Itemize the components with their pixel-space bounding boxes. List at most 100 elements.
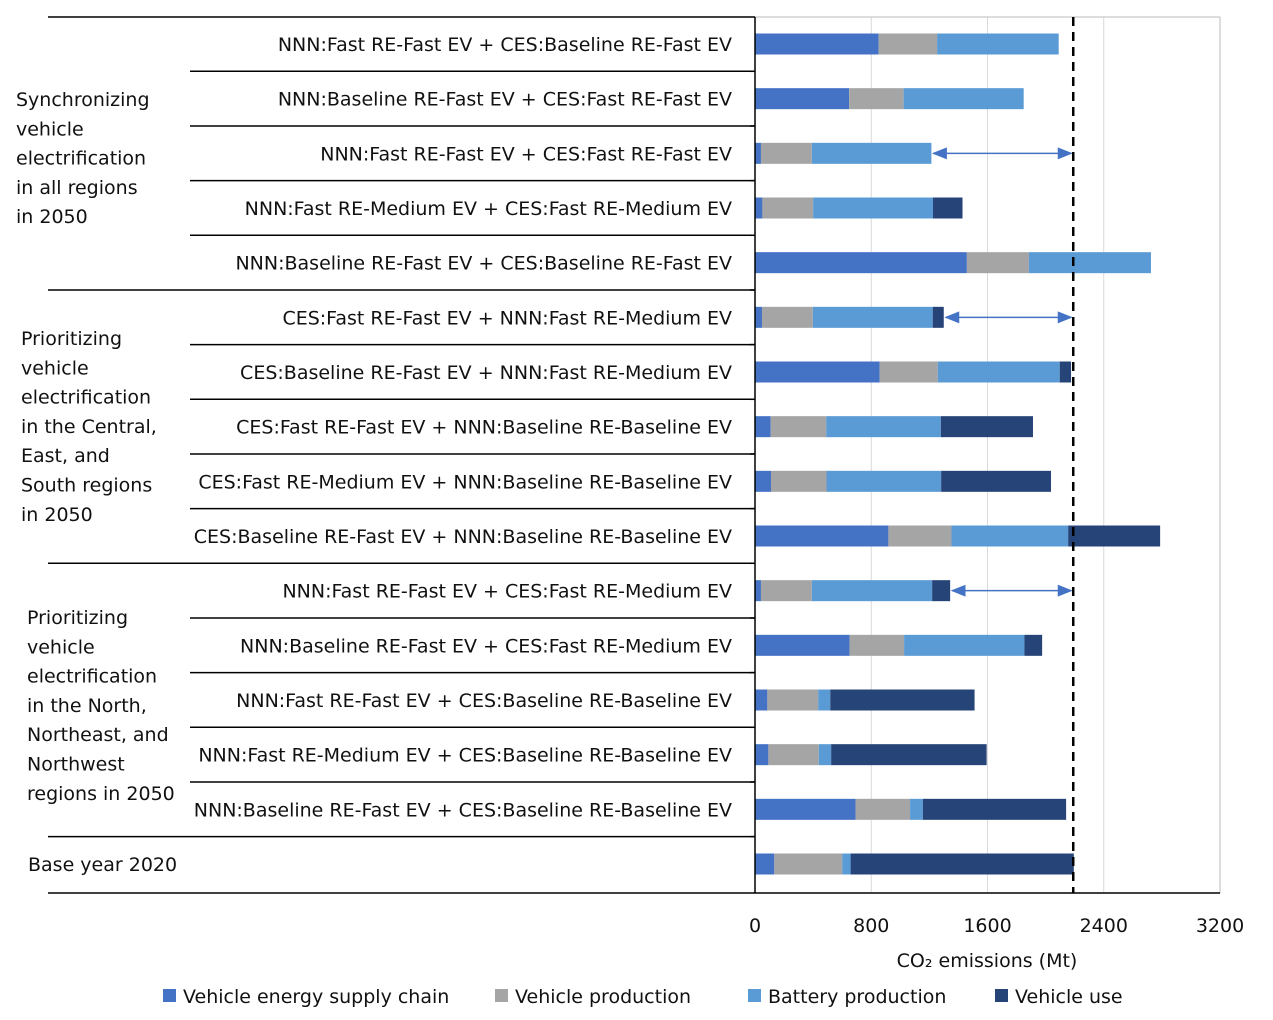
group-label: vehicle [21, 357, 89, 379]
bar-segment-vehicle-energy-supply-chain [755, 853, 775, 875]
legend-label: Vehicle energy supply chain [183, 986, 449, 1008]
bar-segment-vehicle-production [878, 33, 938, 55]
bar-segment-vehicle-use [932, 580, 951, 602]
group-label: Prioritizing [21, 328, 122, 350]
bar-segment-vehicle-energy-supply-chain [755, 252, 967, 274]
group-label: in the Central, [21, 416, 157, 438]
legend-label: Vehicle production [515, 986, 691, 1008]
group-label: Prioritizing [27, 607, 128, 629]
category-label: NNN:Baseline RE-Fast EV + CES:Baseline R… [235, 253, 732, 275]
legend-label: Battery production [768, 986, 946, 1008]
group-label: in 2050 [16, 206, 88, 228]
group-label: in 2050 [21, 504, 93, 526]
bar-segment-vehicle-energy-supply-chain [755, 33, 879, 55]
group-label: South regions [21, 475, 152, 497]
x-tick-label: 800 [853, 915, 889, 937]
bar-segment-vehicle-production [760, 142, 812, 164]
bar-segment-vehicle-energy-supply-chain [755, 798, 856, 820]
category-label: CES:Fast RE-Fast EV + NNN:Fast RE-Medium… [282, 307, 732, 329]
bar-segment-vehicle-energy-supply-chain [755, 525, 889, 547]
bar-segment-vehicle-production [849, 634, 905, 656]
group-label: vehicle [16, 118, 84, 140]
bar-segment-vehicle-use [831, 744, 987, 766]
bar-segment-vehicle-energy-supply-chain [755, 197, 763, 219]
bar-segment-battery-production [818, 744, 832, 766]
bar-segment-vehicle-energy-supply-chain [755, 142, 761, 164]
category-label: NNN:Fast RE-Fast EV + CES:Fast RE-Medium… [282, 581, 732, 603]
group-label: in the North, [27, 695, 147, 717]
category-label: NNN:Baseline RE-Fast EV + CES:Fast RE-Me… [240, 635, 732, 657]
bar-segment-battery-production [937, 33, 1059, 55]
bar-segment-vehicle-energy-supply-chain [755, 361, 880, 383]
bar-segment-battery-production [904, 634, 1025, 656]
bar-segment-vehicle-energy-supply-chain [755, 416, 771, 438]
bar-segment-vehicle-production [855, 798, 911, 820]
bar-segment-vehicle-production [760, 580, 812, 602]
bar-segment-vehicle-production [761, 306, 813, 328]
category-label: NNN:Fast RE-Medium EV + CES:Fast RE-Medi… [245, 198, 732, 220]
bar-segment-vehicle-use [1068, 525, 1161, 547]
bar-segment-battery-production [813, 197, 934, 219]
bar-segment-battery-production [826, 416, 941, 438]
group-label: electrification [21, 387, 151, 409]
bar-segment-battery-production [811, 142, 932, 164]
bar-segment-vehicle-energy-supply-chain [755, 470, 771, 492]
bar-segment-vehicle-production [966, 252, 1029, 274]
group-label: regions in 2050 [27, 783, 175, 805]
bar-segment-battery-production [1028, 252, 1151, 274]
bar-segment-vehicle-use [830, 689, 975, 711]
legend-swatch [163, 989, 176, 1002]
bar-segment-vehicle-production [770, 470, 827, 492]
group-label: in all regions [16, 177, 138, 199]
category-label: CES:Fast RE-Medium EV + NNN:Baseline RE-… [198, 471, 732, 493]
category-label: NNN:Fast RE-Fast EV + CES:Baseline RE-Fa… [278, 34, 732, 56]
bar-segment-vehicle-energy-supply-chain [755, 744, 769, 766]
bar-segment-vehicle-production [770, 416, 827, 438]
category-label: NNN:Fast RE-Fast EV + CES:Baseline RE-Ba… [236, 690, 732, 712]
bar-segment-vehicle-use [932, 306, 944, 328]
bar-segment-battery-production [937, 361, 1060, 383]
x-axis-title: CO₂ emissions (Mt) [897, 950, 1078, 972]
group-label: East, and [21, 445, 110, 467]
bar-segment-vehicle-use [1024, 634, 1043, 656]
category-label: CES:Baseline RE-Fast EV + NNN:Baseline R… [194, 526, 732, 548]
bar-segment-vehicle-production [888, 525, 952, 547]
bar-segment-battery-production [910, 798, 923, 820]
legend-label: Vehicle use [1015, 986, 1123, 1008]
category-label: NNN:Fast RE-Fast EV + CES:Fast RE-Fast E… [320, 143, 732, 165]
bar-segment-vehicle-use [1059, 361, 1072, 383]
legend-swatch [495, 989, 508, 1002]
group-label: Base year 2020 [28, 854, 177, 876]
bar-segment-vehicle-production [767, 689, 819, 711]
category-label: CES:Baseline RE-Fast EV + NNN:Fast RE-Me… [240, 362, 732, 384]
bar-segment-vehicle-energy-supply-chain [755, 580, 761, 602]
bar-segment-battery-production [951, 525, 1069, 547]
bar-segment-vehicle-production [768, 744, 819, 766]
group-label: electrification [16, 148, 146, 170]
category-label: CES:Fast RE-Fast EV + NNN:Baseline RE-Ba… [236, 417, 732, 439]
x-tick-label: 1600 [963, 915, 1011, 937]
legend-swatch [748, 989, 761, 1002]
group-label: electrification [27, 666, 157, 688]
group-label: vehicle [27, 636, 95, 658]
category-label: NNN:Fast RE-Medium EV + CES:Baseline RE-… [198, 745, 732, 767]
bar-segment-vehicle-use [941, 470, 1052, 492]
bar-segment-vehicle-energy-supply-chain [755, 306, 762, 328]
bar-segment-vehicle-production [762, 197, 814, 219]
bar-segment-battery-production [903, 88, 1024, 110]
x-tick-label: 2400 [1080, 915, 1128, 937]
bar-segment-vehicle-use [940, 416, 1033, 438]
bar-segment-vehicle-production [774, 853, 843, 875]
category-label: NNN:Baseline RE-Fast EV + CES:Baseline R… [194, 799, 732, 821]
bar-segment-vehicle-use [933, 197, 963, 219]
group-label: Synchronizing [16, 89, 150, 111]
bar-segment-vehicle-energy-supply-chain [755, 88, 850, 110]
legend-swatch [995, 989, 1008, 1002]
group-label: Northwest [27, 754, 125, 776]
bar-segment-battery-production [842, 853, 851, 875]
x-tick-label: 0 [749, 915, 761, 937]
group-label: Northeast, and [27, 724, 169, 746]
bar-segment-battery-production [818, 689, 831, 711]
bar-segment-vehicle-production [879, 361, 938, 383]
